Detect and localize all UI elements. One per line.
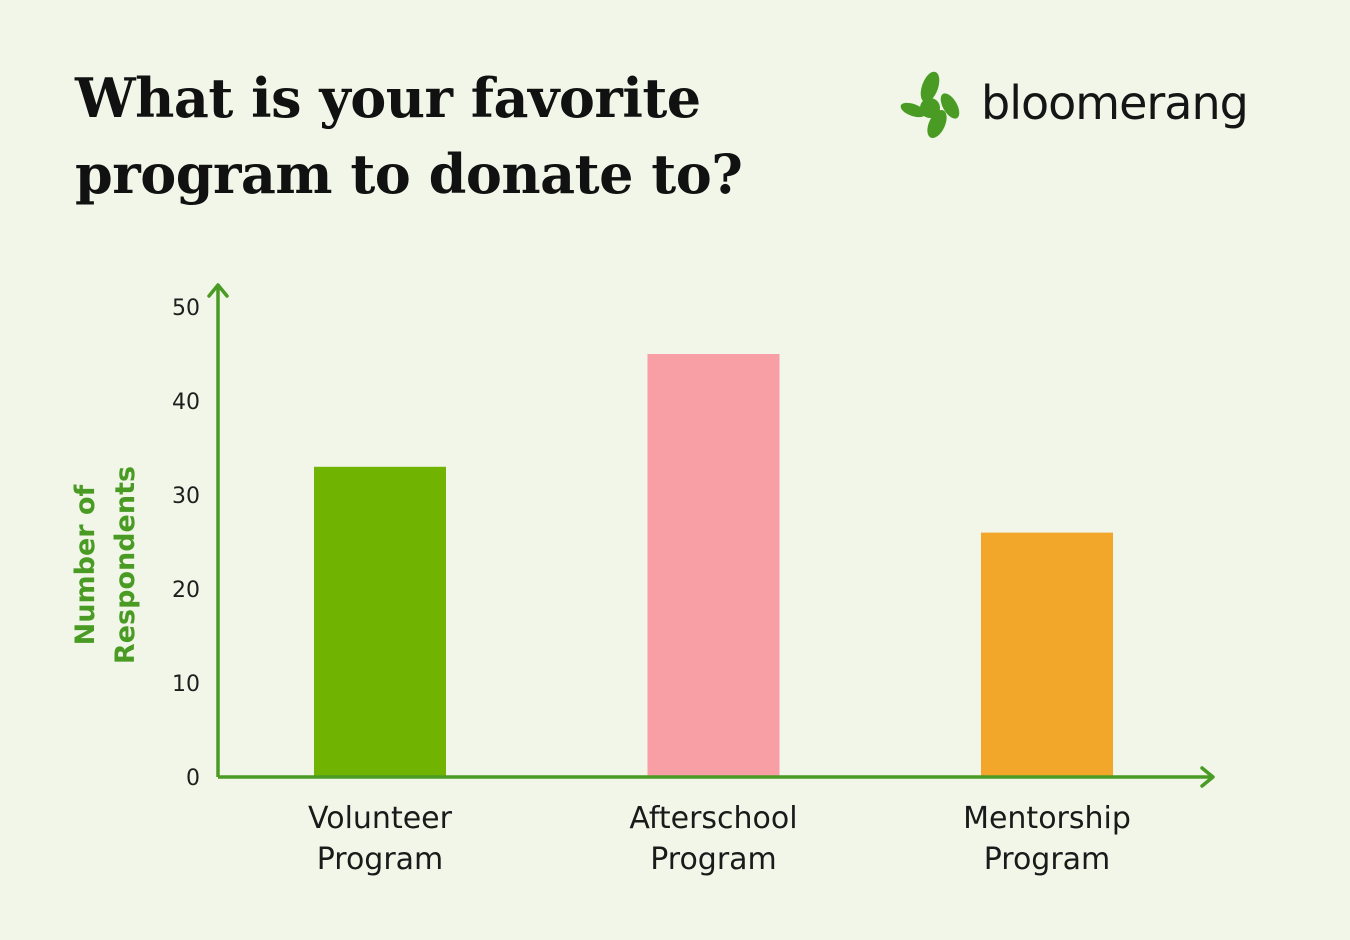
- chart-title-line-2: program to donate to?: [75, 142, 743, 206]
- category-label-2-line-2: Program: [984, 842, 1111, 877]
- brand-logo: bloomerang: [893, 68, 1293, 148]
- chart-title-line-1: What is your favorite: [75, 66, 701, 130]
- y-axis-arrow-icon: [207, 283, 229, 298]
- brand-name: bloomerang: [981, 76, 1249, 130]
- category-label-0-line-2: Program: [317, 842, 444, 877]
- chart-title: What is your favorite program to donate …: [75, 60, 743, 212]
- bar-1: [647, 354, 780, 777]
- category-label-2-line-1: Mentorship: [963, 801, 1131, 836]
- category-label-1-line-2: Program: [650, 842, 777, 877]
- bar-0: [314, 466, 446, 777]
- bar-2: [981, 532, 1113, 777]
- y-tick-label-50: 50: [172, 296, 200, 321]
- y-tick-label-10: 10: [172, 672, 200, 697]
- y-tick-label-30: 30: [172, 484, 200, 509]
- x-axis-arrow-icon: [1200, 766, 1215, 788]
- bloomerang-leaf-icon: [900, 71, 960, 139]
- y-tick-label-20: 20: [172, 578, 200, 603]
- y-tick-label-40: 40: [172, 390, 200, 415]
- category-label-1-line-1: Afterschool: [629, 801, 797, 836]
- category-label-0-line-1: Volunteer: [308, 801, 453, 836]
- y-tick-label-0: 0: [186, 766, 200, 791]
